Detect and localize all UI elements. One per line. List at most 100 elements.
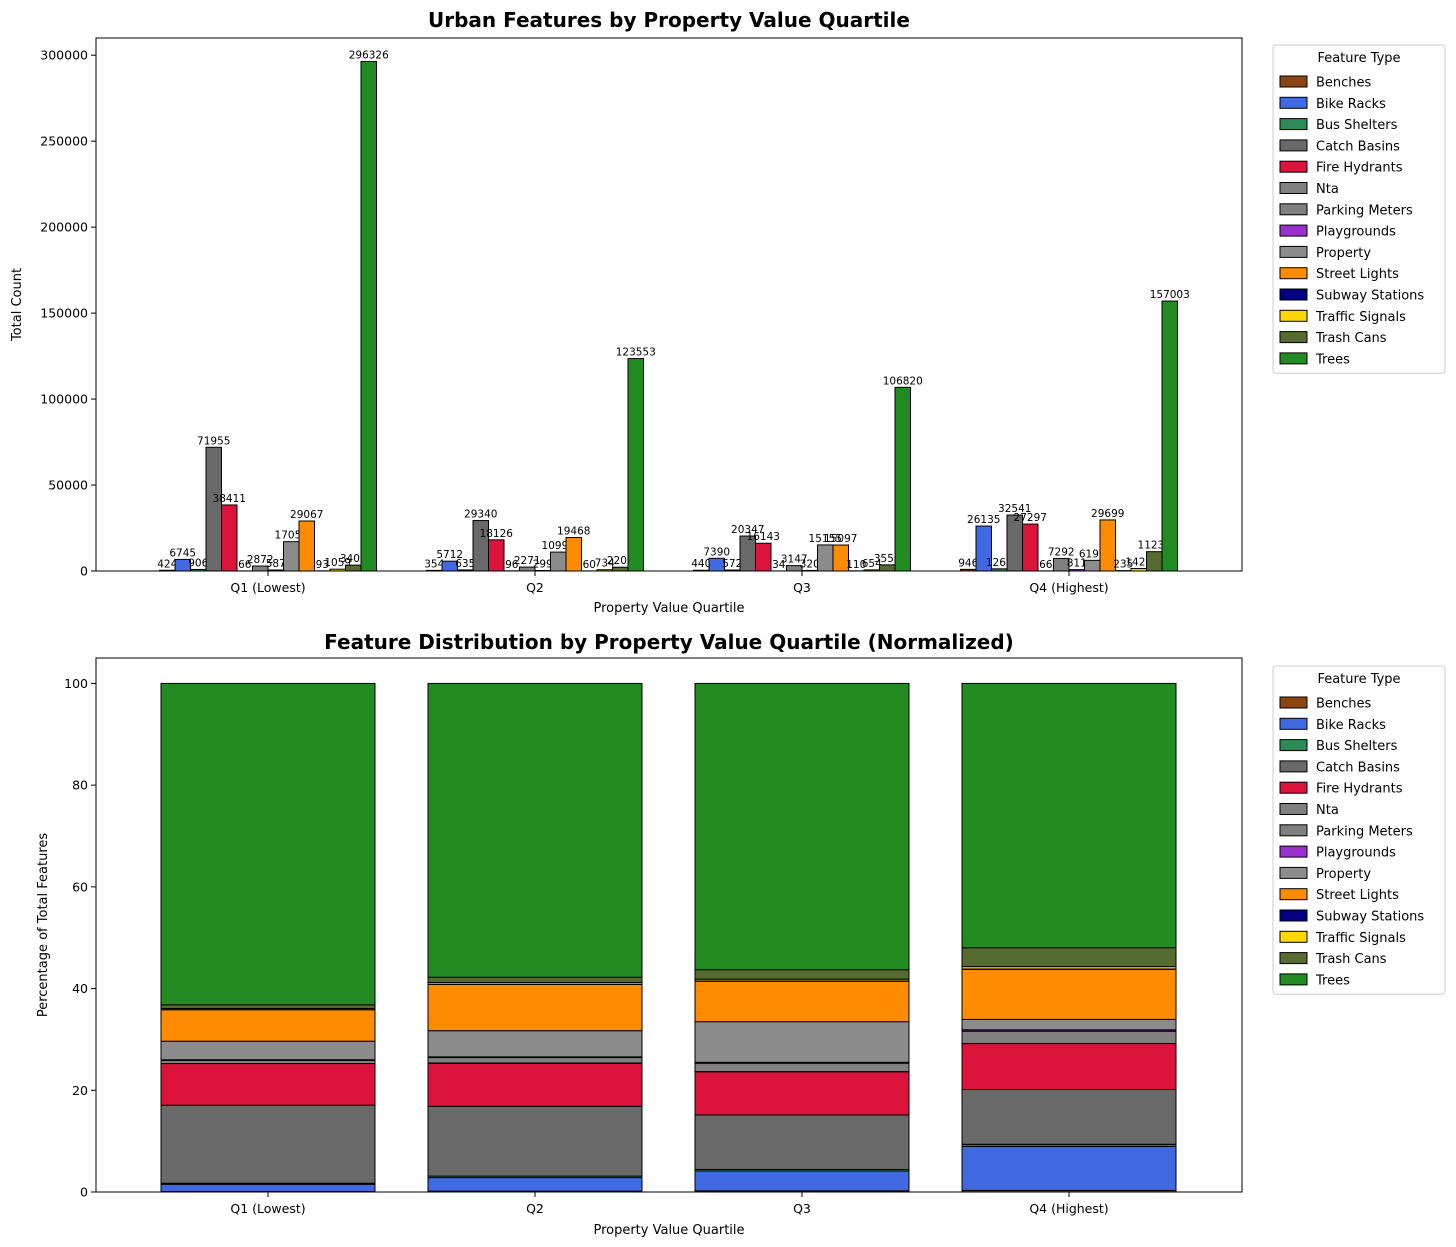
stack-parking-meters-q4: [961, 1030, 1177, 1044]
stack-catch-basins-q1: [160, 1104, 376, 1184]
legend-entry-label: Catch Basins: [1316, 139, 1400, 154]
legend-entry-label: Catch Basins: [1316, 760, 1400, 775]
data-label: 123553: [616, 347, 656, 359]
data-label: 106820: [883, 375, 923, 387]
legend-swatch: [1279, 888, 1308, 901]
legend-entry-label: Trash Cans: [1315, 331, 1387, 346]
data-label: 299: [533, 558, 553, 570]
bar-street-lights-q1: [298, 520, 315, 572]
stack-trees-q1: [160, 682, 376, 1006]
chart-title: Feature Distribution by Property Value Q…: [324, 630, 1014, 654]
legend-swatch: [1279, 160, 1308, 173]
y-tick-label: 40: [72, 981, 88, 996]
legend-swatch: [1279, 288, 1308, 301]
data-label: 587: [266, 558, 286, 570]
stack-street-lights-q4: [961, 968, 1177, 1020]
y-tick-label: 150000: [40, 306, 88, 321]
data-label: 6199: [1079, 548, 1106, 560]
data-label: 7390: [703, 546, 730, 558]
data-label: 654: [862, 558, 882, 570]
data-label: 906: [188, 557, 208, 569]
legend-entry-label: Bike Racks: [1316, 97, 1386, 112]
count-chart: 424 354 440 946 6745 5712 7390 26135 906 635 572 12…: [10, 8, 1446, 616]
legend-entry-label: Trees: [1315, 973, 1350, 988]
y-tick-label: 50000: [48, 478, 88, 493]
stack-catch-basins-q3: [694, 1114, 910, 1170]
data-label: 29067: [290, 509, 323, 521]
y-tick-label: 100000: [40, 392, 88, 407]
legend-entry-label: Benches: [1316, 76, 1372, 91]
legend-box: [1272, 44, 1446, 374]
legend-title: Feature Type: [1317, 672, 1400, 687]
data-label: 19468: [557, 526, 590, 538]
stack-catch-basins-q4: [961, 1089, 1177, 1145]
data-label: 572: [722, 558, 742, 570]
stack-bike-racks-q1: [160, 1183, 376, 1193]
y-tick-label: 0: [80, 1185, 88, 1200]
data-label: 18126: [480, 528, 514, 540]
legend-entry-label: Trash Cans: [1315, 952, 1387, 967]
bar-property-q1: [283, 541, 300, 572]
stack-trees-q4: [961, 682, 1177, 949]
legend-entry-label: Fire Hydrants: [1316, 161, 1403, 176]
bar-fire-hydrants-q1: [221, 504, 238, 572]
stack-property-q4: [961, 1018, 1177, 1031]
legend-entry-label: Playgrounds: [1316, 225, 1396, 240]
legend: Feature Type Benches Bike Racks Bus Shelter…: [1272, 665, 1446, 995]
x-tick-label: Q2: [526, 1201, 544, 1216]
stack-trash-cans-q2: [427, 976, 643, 984]
x-tick-label: Q4 (Highest): [1029, 580, 1108, 595]
data-label: 16143: [747, 531, 780, 543]
legend-entry-label: Bus Shelters: [1316, 739, 1398, 754]
data-label: 7292: [1048, 546, 1075, 558]
data-label: 66: [1039, 559, 1053, 571]
y-tick-label: 100: [64, 676, 88, 691]
data-label: 2872: [247, 554, 274, 566]
data-label: 110: [846, 559, 866, 571]
data-label: 1268: [986, 557, 1013, 569]
legend-entry-label: Traffic Signals: [1315, 310, 1406, 325]
bar-fire-hydrants-q4: [1022, 523, 1039, 572]
x-tick-label: Q3: [793, 1201, 811, 1216]
stack-fire-hydrants-q4: [961, 1043, 1177, 1091]
legend-entry-label: Subway Stations: [1316, 289, 1424, 304]
legend-entry-label: Street Lights: [1316, 267, 1399, 282]
legend-entry-label: Subway Stations: [1316, 910, 1424, 925]
legend-swatch: [1279, 75, 1308, 88]
x-tick-label: Q3: [793, 580, 811, 595]
legend-entry-label: Traffic Signals: [1315, 931, 1406, 946]
data-label: 440: [691, 558, 711, 570]
stack-property-q2: [427, 1030, 643, 1058]
stack-fire-hydrants-q2: [427, 1062, 643, 1107]
bar-fire-hydrants-q2: [488, 539, 505, 572]
data-label: 66: [238, 559, 252, 571]
chart-title: Urban Features by Property Value Quartil…: [428, 8, 910, 32]
data-label: 96: [505, 559, 519, 571]
legend-swatch: [1279, 245, 1308, 258]
data-label: 71955: [197, 435, 230, 447]
legend-swatch: [1279, 803, 1308, 815]
plot-frame: [95, 657, 1243, 1193]
legend-entry-label: Playgrounds: [1316, 846, 1396, 861]
y-tick-label: 20: [72, 1083, 88, 1098]
legend-swatch: [1279, 203, 1308, 216]
data-label: 27297: [1014, 512, 1047, 524]
data-label: 235: [1113, 559, 1133, 571]
stack-trash-cans-q1: [160, 1004, 376, 1009]
y-tick-label: 250000: [40, 134, 88, 149]
bar-property-q2: [550, 551, 567, 572]
data-label: 26135: [967, 514, 1000, 526]
legend-swatch: [1279, 973, 1308, 986]
stack-street-lights-q3: [694, 980, 910, 1023]
legend-entry-label: Trees: [1315, 352, 1350, 367]
legend-swatch: [1279, 182, 1308, 194]
bar-fire-hydrants-q3: [755, 542, 772, 572]
data-label: 38411: [213, 493, 246, 505]
data-label: 296326: [349, 50, 389, 62]
data-label: 320: [800, 558, 820, 570]
y-tick-label: 0: [80, 564, 88, 579]
y-axis-label: Total Count: [10, 268, 25, 342]
data-label: 6745: [169, 547, 196, 559]
stack-parking-meters-q2: [427, 1057, 643, 1064]
